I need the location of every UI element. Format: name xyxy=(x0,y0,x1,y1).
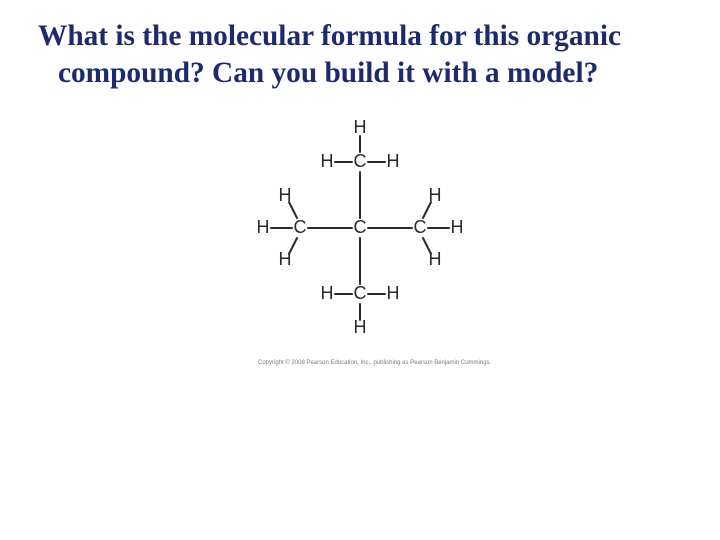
atom-label: H xyxy=(279,249,292,269)
atom-label: H xyxy=(321,283,334,303)
atom-label: H xyxy=(387,283,400,303)
atom-label: H xyxy=(257,217,270,237)
heading-line-1: What is the molecular formula for this o… xyxy=(38,18,682,55)
atom-label: C xyxy=(354,283,367,303)
heading: What is the molecular formula for this o… xyxy=(38,18,682,91)
atom-label: C xyxy=(354,217,367,237)
atom-label: H xyxy=(387,151,400,171)
atom-label: H xyxy=(429,185,442,205)
atom-label: C xyxy=(294,217,307,237)
copyright-text: Copyright © 2008 Pearson Education, Inc.… xyxy=(258,360,491,366)
atom-label: H xyxy=(279,185,292,205)
atom-label: C xyxy=(354,151,367,171)
atom-label: H xyxy=(354,117,367,137)
atom-label: H xyxy=(354,317,367,337)
slide: What is the molecular formula for this o… xyxy=(0,0,720,540)
atom-label: H xyxy=(429,249,442,269)
atom-label: H xyxy=(321,151,334,171)
atom-label: H xyxy=(451,217,464,237)
heading-line-2: compound? Can you build it with a model? xyxy=(38,55,682,92)
chemical-structure-figure: HHCHHHHCCCHHHHCHH xyxy=(245,110,475,370)
atom-label: C xyxy=(414,217,427,237)
structural-formula-svg: HHCHHHHCCCHHHHCHH xyxy=(245,110,475,370)
